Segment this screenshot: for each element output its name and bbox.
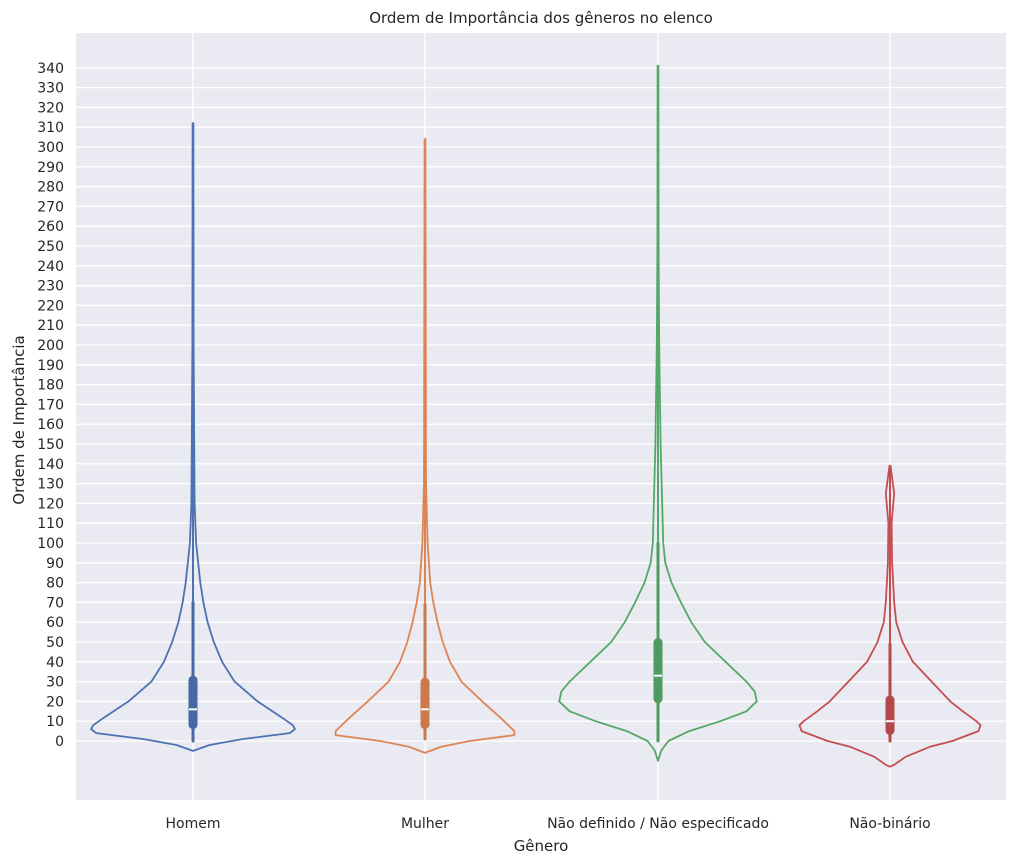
y-tick-label: 140 xyxy=(37,457,64,473)
iqr-box xyxy=(420,677,430,730)
y-tick-label: 20 xyxy=(46,694,64,710)
y-tick-label: 120 xyxy=(37,496,64,512)
y-tick-label: 250 xyxy=(37,239,64,255)
y-grid xyxy=(76,67,1006,742)
x-tick-label: Não-binário xyxy=(849,816,930,832)
y-tick-label: 210 xyxy=(37,318,64,334)
y-tick-label: 170 xyxy=(37,397,64,413)
iqr-box xyxy=(188,675,198,730)
y-tick-label: 160 xyxy=(37,417,64,433)
y-tick-label: 90 xyxy=(46,556,64,572)
y-tick-label: 180 xyxy=(37,378,64,394)
y-tick-label: 0 xyxy=(55,734,64,750)
y-axis-title: Ordem de Importância xyxy=(10,335,28,504)
y-tick-label: 80 xyxy=(46,576,64,592)
violin-0 xyxy=(90,122,296,752)
y-tick-label: 150 xyxy=(37,437,64,453)
y-tick-label: 270 xyxy=(37,199,64,215)
y-tick-label: 290 xyxy=(37,160,64,176)
violin-1 xyxy=(334,138,516,754)
y-tick-label: 280 xyxy=(37,180,64,196)
y-tick-label: 100 xyxy=(37,536,64,552)
y-tick-label: 330 xyxy=(37,81,64,97)
y-tick-label: 220 xyxy=(37,298,64,314)
violins xyxy=(90,64,982,768)
y-tick-label: 10 xyxy=(46,714,64,730)
iqr-box xyxy=(885,695,895,736)
x-axis-title: Gênero xyxy=(514,837,569,855)
chart-title: Ordem de Importância dos gêneros no elen… xyxy=(369,9,713,27)
x-tick-labels: Homem Mulher Não definido / Não especifica… xyxy=(166,816,931,832)
violin-outline xyxy=(558,64,758,762)
y-tick-label: 320 xyxy=(37,100,64,116)
y-tick-label: 340 xyxy=(37,61,64,77)
y-tick-label: 30 xyxy=(46,675,64,691)
y-tick-label: 300 xyxy=(37,140,64,156)
y-tick-label: 50 xyxy=(46,635,64,651)
x-tick-label: Mulher xyxy=(401,816,449,832)
y-tick-label: 40 xyxy=(46,655,64,671)
y-tick-label: 190 xyxy=(37,358,64,374)
x-tick-label: Homem xyxy=(166,816,221,832)
x-tick-label: Não definido / Não especificado xyxy=(547,816,769,832)
y-tick-label: 260 xyxy=(37,219,64,235)
y-tick-label: 110 xyxy=(37,516,64,532)
y-tick-label: 200 xyxy=(37,338,64,354)
y-tick-label: 230 xyxy=(37,279,64,295)
y-tick-label: 130 xyxy=(37,477,64,493)
plot-area xyxy=(76,33,1006,800)
y-tick-label: 70 xyxy=(46,595,64,611)
violin-2 xyxy=(558,64,758,762)
y-tick-labels: 0 10 20 30 40 50 60 70 80 90 100 110 120 130 140 150 160… xyxy=(37,61,64,750)
iqr-box xyxy=(653,638,663,704)
y-tick-label: 60 xyxy=(46,615,64,631)
y-tick-label: 310 xyxy=(37,120,64,136)
y-tick-label: 240 xyxy=(37,259,64,275)
violin-outline xyxy=(90,122,296,752)
violin-3 xyxy=(798,464,982,768)
